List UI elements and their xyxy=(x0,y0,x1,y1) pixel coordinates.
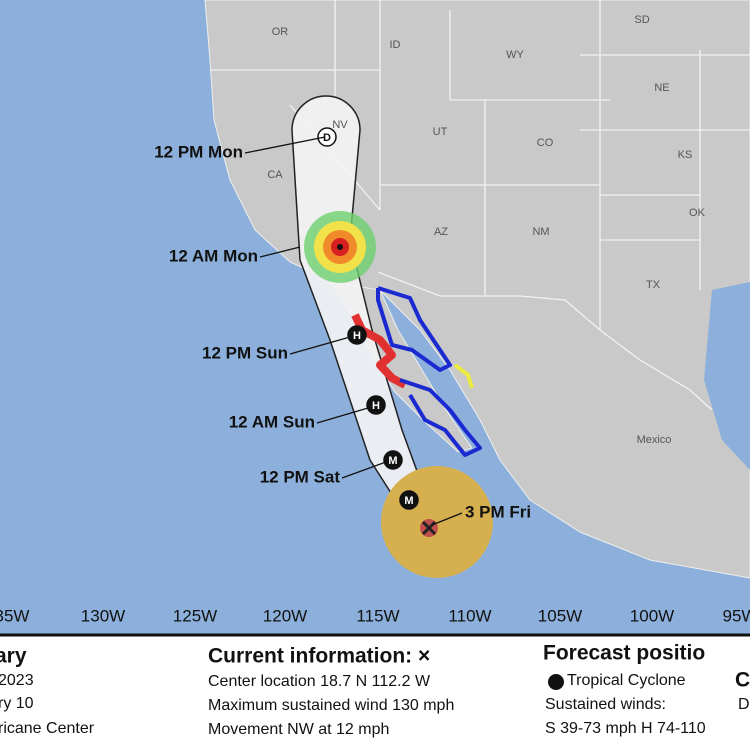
current-line: Movement NW at 12 mph xyxy=(208,721,389,738)
state-label: OR xyxy=(272,26,289,38)
leader-line xyxy=(431,512,463,526)
state-label: NV xyxy=(332,119,348,131)
leader-line xyxy=(259,246,301,258)
state-label: CO xyxy=(537,137,554,149)
watch-area xyxy=(376,286,452,372)
leader-line xyxy=(341,461,387,479)
info-text: ary xyxy=(0,645,27,668)
track-marker xyxy=(317,127,337,147)
info-text: 2023 xyxy=(0,672,34,689)
forecast-label: 12 AM Sun xyxy=(229,412,315,431)
forecast-legend-item: D xyxy=(738,696,750,713)
state-label: SD xyxy=(634,14,649,26)
info-panel xyxy=(0,635,750,750)
state-label: OK xyxy=(689,207,706,219)
legend-dot xyxy=(548,674,564,690)
info-text: ricane Center xyxy=(0,720,95,737)
track-marker xyxy=(383,450,403,470)
state-label: AZ xyxy=(434,226,448,238)
track-marker-label: D xyxy=(323,132,331,144)
state-label: UT xyxy=(433,126,448,138)
leader-line xyxy=(289,336,351,355)
state-label: NE xyxy=(654,82,669,94)
current-line: Center location 18.7 N 112.2 W xyxy=(208,673,431,690)
track-marker-label: M xyxy=(388,455,397,467)
longitude-label: 115W xyxy=(356,606,399,625)
longitude-label: 130W xyxy=(81,606,125,625)
forecast-legend-item: S 39-73 mph H 74-110 xyxy=(545,720,706,737)
longitude-label: 100W xyxy=(630,606,674,625)
tropical-storm-warning xyxy=(453,363,474,389)
longitude-label: 120W xyxy=(263,606,307,625)
longitude-label: 125W xyxy=(173,606,217,625)
hurricane-icon xyxy=(304,211,376,283)
forecast-legend-item: Tropical Cyclone xyxy=(567,672,686,689)
info-text: ry 10 xyxy=(0,695,34,712)
forecast-label: 3 PM Fri xyxy=(465,502,531,521)
forecast-label: 12 AM Mon xyxy=(169,246,258,265)
state-label: TX xyxy=(646,279,661,291)
track-marker xyxy=(366,395,386,415)
forecast-heading: Forecast positio xyxy=(543,642,705,665)
leader-line xyxy=(244,136,326,154)
watch-area xyxy=(399,378,482,457)
state-label: ID xyxy=(390,39,401,51)
current-position xyxy=(420,519,438,537)
track-marker-label: H xyxy=(353,330,361,342)
longitude-label: 105W xyxy=(538,606,582,625)
longitude-label: 35W xyxy=(0,606,29,625)
longitude-label: 95W xyxy=(723,606,750,625)
gulf-of-mexico xyxy=(704,282,750,470)
track-marker-label: M xyxy=(404,495,413,507)
leader-line xyxy=(316,407,369,424)
state-label: CA xyxy=(267,169,283,181)
forecast-label: 12 PM Sat xyxy=(260,467,341,486)
track-marker-label: H xyxy=(372,400,380,412)
current-heading: Current information: × xyxy=(208,645,430,668)
state-label: WY xyxy=(506,49,524,61)
boundaries xyxy=(210,0,750,411)
state-label: Mexico xyxy=(637,434,672,446)
forecast-legend-item: Sustained winds: xyxy=(545,696,666,713)
forecast-legend-item: C xyxy=(735,669,750,692)
state-label: KS xyxy=(678,149,693,161)
current-line: Maximum sustained wind 130 mph xyxy=(208,697,454,714)
storm-wind-area xyxy=(381,466,493,578)
longitude-label: 110W xyxy=(448,606,491,625)
forecast-label: 12 PM Mon xyxy=(154,142,243,161)
track-marker xyxy=(399,490,419,510)
state-label: NM xyxy=(532,226,549,238)
track-marker xyxy=(347,325,367,345)
forecast-label: 12 PM Sun xyxy=(202,343,288,362)
